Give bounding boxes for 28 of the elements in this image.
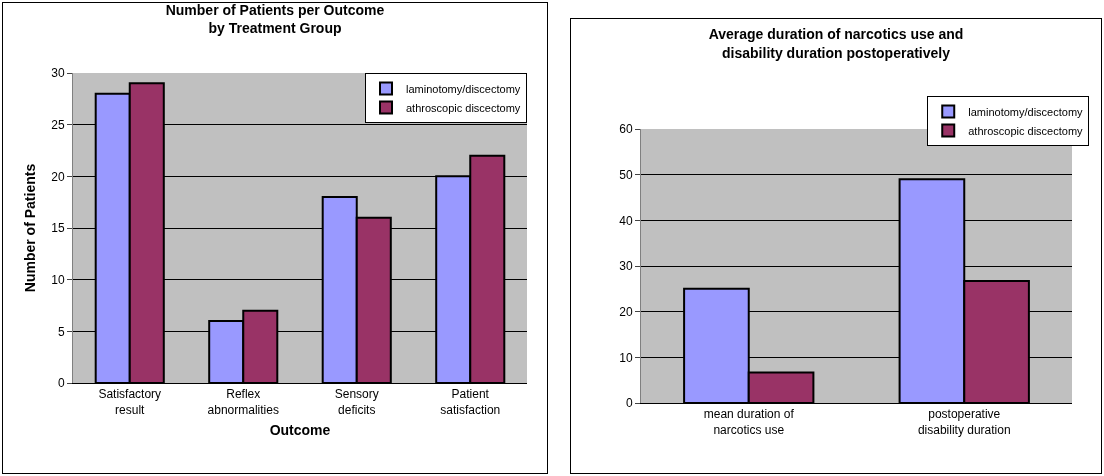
legend-label: laminotomy/discectomy [968,105,1084,118]
x-tick-label: Reflex abnormalities [207,387,279,417]
y-axis-title: Number of Patients [22,163,38,293]
y-tick-label: 30 [51,66,65,81]
x-axis-title: Outcome [269,422,331,438]
x-tick-label: Patient satisfaction [440,387,501,417]
y-tick-label: 0 [625,396,633,411]
y-tick-label: 10 [619,350,633,365]
legend-label: athroscopic discectomy [406,101,521,114]
y-tick-label: 40 [619,213,633,228]
y-tick-label: 20 [51,169,65,184]
y-tick-label: 15 [51,221,65,236]
legend-label: athroscopic discectomy [968,124,1084,137]
legend-label: laminotomy/discectomy [406,82,521,95]
x-tick-label: mean duration of narcotics use [703,407,795,437]
x-tick-label: postoperative disability duration [917,407,1011,437]
y-tick-label: 20 [619,304,633,319]
x-tick-label: Satisfactory result [98,387,162,417]
y-tick-label: 60 [619,122,633,137]
y-tick-label: 30 [619,259,633,274]
y-tick-label: 10 [51,272,65,287]
y-tick-label: 0 [57,376,65,391]
chart-title: Average duration of narcotics use and disability duration postoperatively [708,26,964,61]
y-tick-label: 5 [57,324,65,339]
y-tick-label: 25 [51,117,65,132]
y-tick-label: 50 [619,167,633,182]
x-tick-label: Sensory deficits [334,387,379,417]
chart-title: Number of Patients per Outcome by Treatment Group [165,1,385,36]
